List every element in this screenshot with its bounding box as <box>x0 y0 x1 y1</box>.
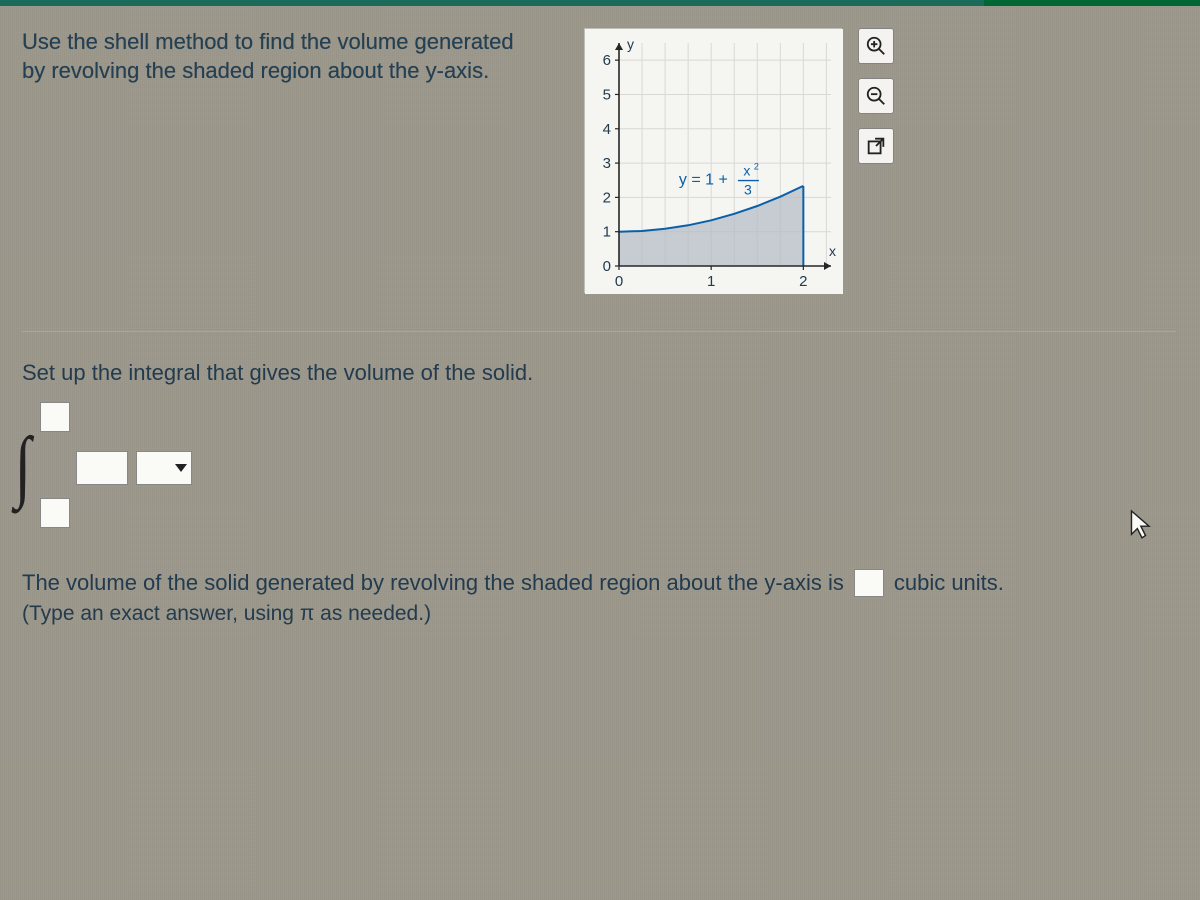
upper-section: Use the shell method to find the volume … <box>22 20 1176 293</box>
answer-sentence: The volume of the solid generated by rev… <box>22 568 1176 598</box>
problem-prompt: Use the shell method to find the volume … <box>22 28 562 85</box>
svg-text:5: 5 <box>603 86 611 103</box>
prompt-line-1: Use the shell method to find the volume … <box>22 29 514 54</box>
svg-text:3: 3 <box>744 182 752 198</box>
svg-text:x: x <box>829 243 836 259</box>
section-divider <box>22 331 1176 332</box>
volume-answer-input[interactable] <box>854 569 884 597</box>
integral-sign: ∫ <box>15 426 31 506</box>
svg-text:2: 2 <box>799 273 807 290</box>
integral-prompt: Set up the integral that gives the volum… <box>22 360 1176 386</box>
integrand-input[interactable] <box>76 451 128 485</box>
zoom-out-icon <box>865 85 887 107</box>
svg-text:2: 2 <box>603 189 611 206</box>
prompt-line-2: by revolving the shaded region about the… <box>22 58 489 83</box>
answer-hint: (Type an exact answer, using π as needed… <box>22 602 1176 626</box>
svg-text:4: 4 <box>603 121 611 138</box>
answer-sentence-post: cubic units. <box>894 568 1004 598</box>
question-page: Use the shell method to find the volume … <box>0 0 1200 646</box>
lower-limit-input[interactable] <box>40 498 70 528</box>
graph-container: 0123456012yxy = 1 +x23 <box>584 28 842 293</box>
svg-text:3: 3 <box>603 155 611 172</box>
answer-sentence-pre: The volume of the solid generated by rev… <box>22 568 844 598</box>
popout-button[interactable] <box>858 128 894 164</box>
graph-panel: 0123456012yxy = 1 +x23 <box>584 28 842 293</box>
svg-text:1: 1 <box>707 273 715 290</box>
chevron-down-icon <box>175 464 187 472</box>
popout-icon <box>865 135 887 157</box>
graph-plot: 0123456012yxy = 1 +x23 <box>585 29 843 294</box>
graph-toolbar <box>858 28 894 164</box>
svg-text:x: x <box>743 163 750 179</box>
svg-text:y = 1 +: y = 1 + <box>679 172 728 189</box>
zoom-in-icon <box>865 35 887 57</box>
svg-text:6: 6 <box>603 52 611 69</box>
upper-limit-input[interactable] <box>40 402 70 432</box>
zoom-in-button[interactable] <box>858 28 894 64</box>
svg-text:0: 0 <box>603 258 611 275</box>
svg-text:0: 0 <box>615 273 623 290</box>
integral-input-row: ∫ <box>22 406 1176 526</box>
svg-text:2: 2 <box>754 162 759 172</box>
zoom-out-button[interactable] <box>858 78 894 114</box>
svg-text:y: y <box>627 36 634 52</box>
svg-text:1: 1 <box>603 224 611 241</box>
differential-select[interactable] <box>136 451 192 485</box>
